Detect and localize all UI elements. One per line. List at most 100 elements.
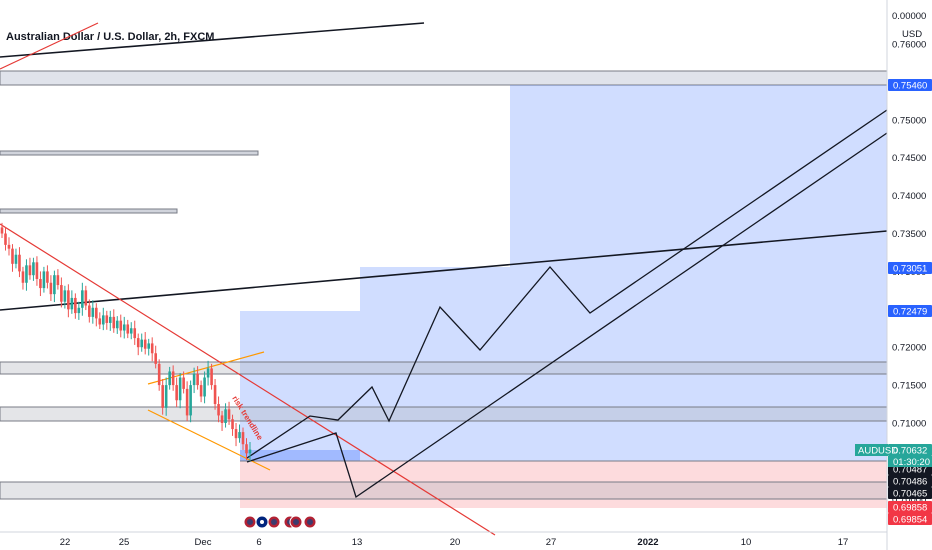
- candle-body: [213, 385, 217, 405]
- candle-body: [63, 290, 67, 302]
- symbol-tag: [855, 444, 888, 456]
- us-flag-icon: [303, 515, 317, 529]
- candle-body: [189, 385, 192, 416]
- time-tick-label: Dec: [195, 537, 212, 548]
- target-zone-3: [510, 85, 887, 461]
- au-flag-icon: [255, 515, 269, 529]
- candle-body: [74, 297, 77, 314]
- candle-body: [150, 343, 154, 354]
- candle-body: [11, 248, 14, 264]
- candle-body: [115, 320, 119, 329]
- candle-body: [164, 385, 168, 408]
- candle-body: [119, 320, 123, 331]
- candle-body: [56, 275, 60, 286]
- price-tag-label: 0.70632: [893, 446, 927, 457]
- us-flag-icon: [289, 515, 303, 529]
- candle-body: [77, 307, 81, 314]
- stop-zone-1: [240, 461, 360, 508]
- candle-body: [136, 338, 140, 348]
- candle-body: [18, 254, 21, 272]
- price-tag: [888, 262, 932, 274]
- candle-body: [25, 265, 28, 283]
- countdown-tag: [888, 456, 932, 467]
- candle-body: [84, 290, 88, 306]
- candles-layer: [0, 222, 252, 462]
- time-tick-label: 13: [352, 537, 363, 548]
- candle-body: [192, 373, 196, 386]
- time-tick-label: 17: [838, 537, 849, 548]
- grey-zone-bottom: [0, 481, 888, 500]
- grey-zone-small-1: [0, 150, 259, 156]
- price-tick-label: 0.74000: [892, 191, 926, 202]
- candle-body: [7, 244, 11, 249]
- candle-body: [14, 254, 18, 264]
- candle-body: [245, 444, 248, 454]
- candle-body: [220, 415, 224, 423]
- us-flag-icon: [267, 515, 281, 529]
- time-tick-label: 20: [450, 537, 461, 548]
- candle-body: [199, 385, 203, 397]
- price-tag-label: 0.69854: [893, 515, 927, 526]
- candle-body: [227, 409, 231, 420]
- candle-body: [42, 271, 46, 289]
- time-tick-label: 25: [119, 537, 130, 548]
- price-tick-label: 0.75000: [892, 115, 926, 126]
- price-tag-label: 0.70487: [893, 465, 927, 476]
- price-tick-label: 0.71000: [892, 419, 926, 430]
- price-tick-label: 0.76000: [892, 40, 926, 51]
- candle-body: [234, 429, 238, 439]
- candle-body: [161, 385, 164, 408]
- candle-body: [206, 368, 210, 378]
- candle-body: [112, 316, 116, 329]
- candle-body: [101, 315, 105, 325]
- candle-body: [88, 305, 91, 317]
- price-tag-label: 0.73051: [893, 264, 927, 275]
- candle-body: [95, 307, 98, 319]
- time-tick-label: 2022: [637, 537, 658, 548]
- economic-events: [243, 515, 317, 529]
- candle-body: [91, 307, 95, 317]
- projection-path-b: [246, 132, 888, 499]
- price-tag-label: 0.70465: [893, 489, 927, 500]
- time-tick-label: 27: [546, 537, 557, 548]
- time-tick-label: 22: [60, 537, 71, 548]
- price-tag: [888, 487, 932, 499]
- time-axis: 22 25 Dec 6 13 20 27 2022 10 17: [60, 537, 849, 548]
- candle-body: [21, 271, 25, 283]
- time-tick-label: 10: [741, 537, 752, 548]
- price-tick-label: 0.72000: [892, 343, 926, 354]
- price-tick-top: 0.00000: [892, 11, 926, 22]
- price-tag: [888, 501, 932, 513]
- candle-body: [105, 315, 109, 323]
- candle-body: [241, 432, 245, 445]
- zones-layer: [0, 70, 888, 508]
- stop-zone-3: [510, 461, 887, 508]
- target-zone-1: [240, 311, 360, 461]
- price-tag-label: 0.72479: [893, 307, 927, 318]
- grey-zone-mid: [0, 361, 888, 375]
- candle-body: [98, 318, 102, 325]
- grey-zone-lower: [0, 406, 888, 422]
- red-trendline-top: [0, 22, 99, 70]
- black-trendline-top: [0, 22, 425, 58]
- price-tag-label: 0.69858: [893, 503, 927, 514]
- candle-body: [35, 262, 39, 279]
- drawings-layer: risk trendline: [0, 22, 888, 536]
- candle-body: [122, 324, 126, 331]
- candle-body: [147, 343, 151, 349]
- entry-zone: [240, 450, 360, 461]
- candle-body: [4, 233, 7, 245]
- price-tag: [888, 475, 932, 487]
- candle-body: [157, 363, 161, 386]
- time-tick-label: 6: [256, 537, 261, 548]
- price-tag-label: 0.70486: [893, 477, 927, 488]
- candle-body: [32, 262, 35, 276]
- grey-zone-small-2: [0, 208, 178, 214]
- chart-title: Australian Dollar / U.S. Dollar, 2h, FXC…: [6, 31, 215, 43]
- candle-body: [217, 404, 220, 416]
- price-tag: [888, 305, 932, 317]
- candle-body: [46, 271, 49, 283]
- price-tick-label: 0.74500: [892, 153, 926, 164]
- candle-body: [67, 290, 70, 310]
